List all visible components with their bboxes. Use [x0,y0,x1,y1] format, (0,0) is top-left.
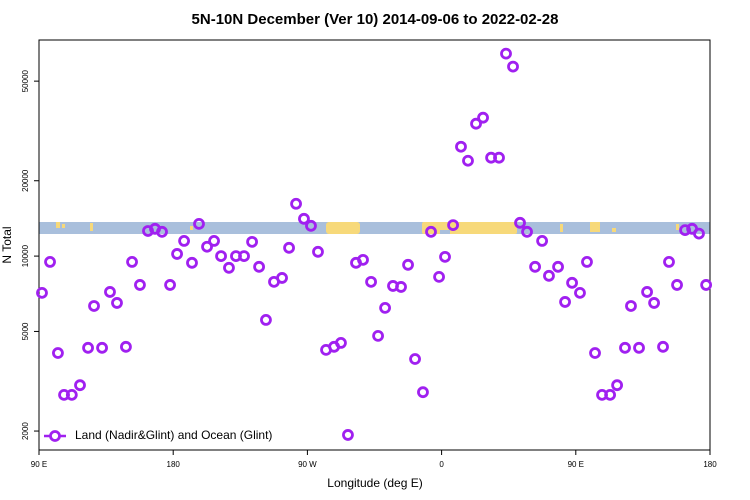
point [663,255,675,268]
point [648,297,660,309]
point [581,255,593,268]
y-tick-label: 5000 [21,322,30,340]
x-tick-label: 180 [703,460,717,469]
point [477,111,489,124]
point [298,212,310,225]
point [657,340,669,353]
point [693,227,705,240]
point [246,235,258,248]
point [208,234,220,247]
point [455,140,467,153]
point [379,301,391,314]
point [156,225,168,238]
x-axis-label: Longitude (deg E) [327,476,422,490]
point [507,60,519,73]
y-tick-label: 50000 [21,69,30,92]
point [641,286,653,298]
point [409,353,421,365]
point [65,388,78,401]
point [462,154,474,167]
point [493,151,505,164]
point [171,248,183,260]
point [111,297,123,309]
point [433,270,445,283]
point [566,276,578,289]
point [186,256,198,269]
point [543,269,555,282]
point [201,240,213,253]
point [439,250,451,263]
point [276,272,288,284]
point [589,347,601,359]
point [305,219,317,232]
point [417,386,429,399]
chart-title: 5N-10N December (Ver 10) 2014-09-06 to 2… [192,11,559,28]
point [500,47,512,60]
point [120,340,132,353]
point [552,260,564,273]
point [679,224,691,237]
point [700,279,713,291]
point [529,260,541,273]
point [238,250,250,262]
point [342,429,354,441]
point [559,296,571,308]
point [521,225,533,238]
point [312,245,324,258]
point [193,217,205,230]
point [365,275,377,288]
point [470,117,482,130]
y-axis-label: N Total [0,226,14,263]
point [671,279,683,291]
point [36,286,48,299]
x-tick-label: 180 [167,460,181,469]
point [357,253,369,266]
map-strip [39,222,710,234]
point [425,225,437,238]
legend-label: Land (Nadir&Glint) and Ocean (Glint) [75,428,272,442]
x-tick-label: 90 E [568,460,584,469]
point [104,286,116,298]
point [96,341,108,354]
point [574,286,586,299]
point [536,234,549,247]
point [283,241,295,254]
legend-marker [49,430,61,442]
point [260,314,272,326]
point [633,341,645,354]
y-tick-label: 10000 [21,244,30,267]
point [619,341,631,354]
point [625,300,637,312]
point [178,234,190,247]
y-tick-label: 2000 [21,422,30,440]
point [253,260,265,273]
x-tick-label: 0 [439,460,444,469]
point [88,300,100,312]
plot-frame [38,39,711,451]
point [447,219,459,231]
point [134,279,146,291]
point [395,281,407,293]
x-tick-label: 90 W [298,460,317,469]
point [290,197,302,210]
point [514,216,526,229]
point [215,250,227,262]
point [604,388,616,401]
point [402,258,414,271]
point [74,379,86,392]
point [335,336,347,349]
point [164,279,176,291]
point [611,379,624,392]
x-tick-label: 90 E [31,460,47,469]
point [82,341,94,354]
y-tick-label: 20000 [21,169,30,192]
point [52,347,64,359]
point [126,255,138,268]
point [44,255,56,268]
point [372,329,384,342]
point [223,261,235,274]
